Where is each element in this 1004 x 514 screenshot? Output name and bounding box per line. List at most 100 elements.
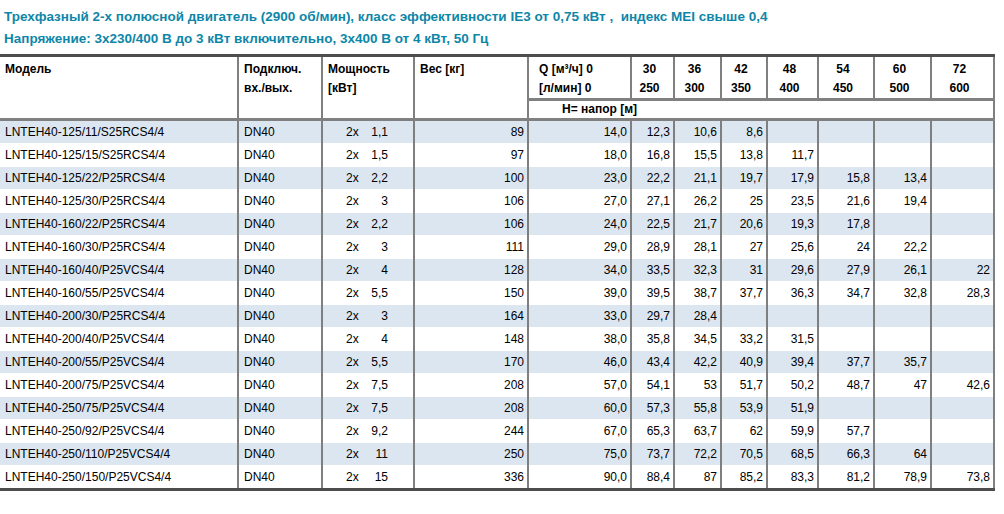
head-value-cell	[818, 120, 874, 144]
head-value-cell: 83,3	[767, 466, 818, 490]
weight-cell: 244	[414, 420, 528, 443]
weight-cell: 106	[414, 190, 528, 213]
head-value-cell: 34,5	[674, 328, 721, 351]
power-prefix: 2x	[346, 167, 359, 189]
weight-cell: 100	[414, 167, 528, 190]
connection-cell: DN40	[238, 236, 322, 259]
flow-q-value: 30	[632, 60, 667, 79]
model-cell: LNTEH40-125/11/S25RCS4/4	[0, 120, 238, 144]
model-cell: LNTEH40-160/22/P25RCS4/4	[0, 213, 238, 236]
head-value-cell: 60,0	[528, 397, 631, 420]
title-line-2: Напряжение: 3х230/400 В до 3 кВт включит…	[4, 28, 1004, 50]
flow-lpm-value: 600	[932, 79, 987, 98]
head-value-cell	[818, 397, 874, 420]
head-value-cell: 29,0	[528, 236, 631, 259]
power-prefix: 2x	[346, 305, 359, 327]
head-value-cell: 23,0	[528, 167, 631, 190]
col-header-power-line1: Мощность	[328, 60, 411, 79]
connection-cell: DN40	[238, 190, 322, 213]
weight-cell: 89	[414, 120, 528, 144]
power-value: 4	[381, 328, 388, 350]
power-cell: 2x7,5	[322, 374, 414, 397]
head-value-cell: 21,6	[818, 190, 874, 213]
power-prefix: 2x	[346, 328, 359, 350]
col-header-power-line2: [кВт]	[328, 79, 411, 98]
head-value-cell: 19,4	[874, 190, 931, 213]
head-value-cell: 72,2	[674, 443, 721, 466]
title-line-1: Трехфазный 2-х полюсной двигатель (2900 …	[4, 6, 1004, 28]
head-value-cell	[931, 144, 994, 167]
head-value-cell: 65,3	[631, 420, 674, 443]
col-header-flow-48: 48 400	[767, 56, 818, 100]
col-header-flow-60: 60 500	[874, 56, 931, 100]
head-value-cell: 13,4	[874, 167, 931, 190]
head-value-cell: 29,6	[767, 259, 818, 282]
head-value-cell	[931, 420, 994, 443]
power-prefix: 2x	[346, 443, 359, 465]
power-prefix: 2x	[346, 351, 359, 373]
model-cell: LNTEH40-200/40/P25VCS4/4	[0, 328, 238, 351]
table-row: LNTEH40-125/11/S25RCS4/4DN402x1,18914,01…	[0, 120, 994, 144]
head-value-cell	[767, 120, 818, 144]
head-value-cell: 37,7	[721, 282, 767, 305]
head-value-cell: 59,9	[767, 420, 818, 443]
power-prefix: 2x	[346, 466, 359, 488]
weight-cell: 128	[414, 259, 528, 282]
col-header-connection-line2: вх./вых.	[244, 79, 319, 98]
power-prefix: 2x	[346, 213, 359, 235]
power-cell: 2x15	[322, 466, 414, 490]
power-value: 1,5	[371, 144, 388, 166]
power-prefix: 2x	[346, 397, 359, 419]
head-value-cell: 63,7	[674, 420, 721, 443]
flow-q-value: 60	[875, 60, 924, 79]
head-value-cell: 90,0	[528, 466, 631, 490]
head-value-cell: 31	[721, 259, 767, 282]
head-value-cell: 38,7	[674, 282, 721, 305]
head-value-cell: 17,9	[767, 167, 818, 190]
head-value-cell	[874, 120, 931, 144]
head-value-cell: 54,1	[631, 374, 674, 397]
head-value-cell: 35,7	[874, 351, 931, 374]
head-value-cell: 73,7	[631, 443, 674, 466]
head-value-cell	[721, 305, 767, 328]
weight-cell: 164	[414, 305, 528, 328]
power-prefix: 2x	[346, 236, 359, 258]
model-cell: LNTEH40-250/150/P25VCS4/4	[0, 466, 238, 490]
head-value-cell: 27,9	[818, 259, 874, 282]
power-value: 11	[376, 443, 388, 465]
table-row: LNTEH40-250/110/P25VCS4/4DN402x1125075,0…	[0, 443, 994, 466]
head-meters-label: Н= напор [м]	[528, 100, 994, 120]
head-value-cell: 12,3	[631, 120, 674, 144]
head-value-cell: 88,4	[631, 466, 674, 490]
head-value-cell: 33,2	[721, 328, 767, 351]
weight-cell: 148	[414, 328, 528, 351]
head-value-cell: 10,6	[674, 120, 721, 144]
weight-cell: 170	[414, 351, 528, 374]
connection-cell: DN40	[238, 420, 322, 443]
model-cell: LNTEH40-160/30/P25RCS4/4	[0, 236, 238, 259]
table-row: LNTEH40-125/15/S25RCS4/4DN402x1,59718,01…	[0, 144, 994, 167]
weight-cell: 150	[414, 282, 528, 305]
power-value: 7,5	[371, 374, 388, 396]
table-row: LNTEH40-250/150/P25VCS4/4DN402x1533690,0…	[0, 466, 994, 490]
power-value: 3	[381, 236, 388, 258]
power-cell: 2x1,5	[322, 144, 414, 167]
head-value-cell: 27,0	[528, 190, 631, 213]
table-row: LNTEH40-160/55/P25VCS4/4DN402x5,515039,0…	[0, 282, 994, 305]
table-row: LNTEH40-125/30/P25RCS4/4DN402x310627,027…	[0, 190, 994, 213]
power-cell: 2x5,5	[322, 351, 414, 374]
model-cell: LNTEH40-250/110/P25VCS4/4	[0, 443, 238, 466]
model-cell: LNTEH40-125/15/S25RCS4/4	[0, 144, 238, 167]
col-header-weight: Вес [кг]	[414, 56, 528, 120]
head-value-cell	[931, 167, 994, 190]
table-body: LNTEH40-125/11/S25RCS4/4DN402x1,18914,01…	[0, 120, 994, 490]
table-row: LNTEH40-160/40/P25VCS4/4DN402x412834,033…	[0, 259, 994, 282]
flow-lpm-value: 450	[819, 79, 867, 98]
power-prefix: 2x	[346, 420, 359, 442]
model-cell: LNTEH40-200/55/P25VCS4/4	[0, 351, 238, 374]
model-cell: LNTEH40-250/92/P25VCS4/4	[0, 420, 238, 443]
power-value: 2,2	[371, 167, 388, 189]
head-value-cell: 32,8	[874, 282, 931, 305]
head-value-cell: 24,0	[528, 213, 631, 236]
head-value-cell: 67,0	[528, 420, 631, 443]
